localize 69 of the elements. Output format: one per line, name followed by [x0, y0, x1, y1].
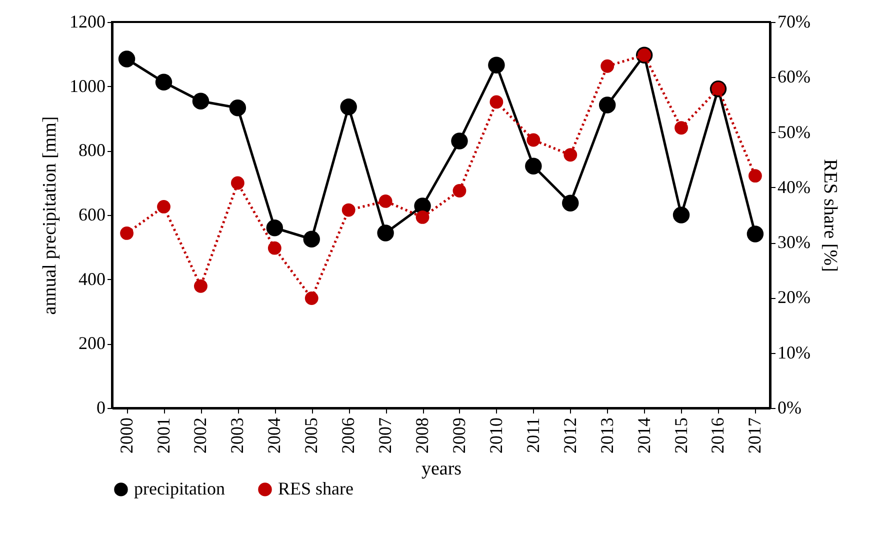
x-tick-label: 2012: [560, 418, 580, 454]
point: [378, 194, 392, 208]
y-tick-label: 600: [78, 204, 106, 224]
legend-label: precipitation: [134, 478, 225, 498]
x-tick-label: 2003: [227, 418, 248, 454]
x-tick-label: 2004: [264, 418, 284, 454]
point: [598, 96, 616, 114]
point: [748, 169, 762, 183]
point: [526, 133, 540, 147]
point: [303, 230, 320, 248]
y2-tick-label: 10%: [778, 342, 810, 362]
point: [229, 100, 246, 116]
x-tick-label: 2006: [338, 418, 358, 454]
point: [562, 194, 579, 212]
point: [564, 148, 578, 162]
point: [342, 203, 356, 217]
point: [155, 74, 172, 90]
y-tick-label: 200: [78, 333, 106, 354]
y-tick-label: 800: [78, 140, 106, 160]
point: [452, 184, 466, 198]
point: [488, 56, 505, 74]
x-tick-label: 2013: [596, 418, 617, 454]
y-tick-label: 0: [96, 398, 106, 418]
y2-axis-title: RES share [%]: [819, 159, 840, 272]
x-tick-label: 2015: [670, 418, 691, 454]
legend-label: RES share: [278, 478, 354, 498]
x-tick-label: 2000: [116, 418, 136, 454]
point: [304, 292, 318, 305]
x-tick-label: 2017: [744, 418, 765, 454]
point: [672, 206, 690, 224]
point: [268, 241, 282, 255]
x-tick-label: 2002: [190, 418, 210, 454]
x-tick-label: 2016: [708, 418, 728, 454]
x-tick-label: 2008: [412, 418, 432, 454]
y2-tick-label: 70%: [778, 12, 810, 32]
y2-tick-label: 20%: [778, 287, 810, 308]
point: [490, 95, 504, 109]
x-axis-title: years: [421, 458, 462, 480]
point: [340, 98, 357, 116]
point: [525, 158, 542, 174]
point: [157, 200, 170, 214]
y2-tick-label: 40%: [778, 176, 810, 197]
x-tick-label: 2010: [486, 418, 506, 454]
y2-tick-label: 30%: [778, 232, 810, 252]
y2-tick-label: 0%: [778, 398, 802, 418]
point: [746, 226, 764, 242]
point: [120, 226, 134, 240]
y-tick-label: 400: [78, 268, 106, 289]
point: [266, 220, 284, 236]
point: [194, 279, 208, 293]
y2-tick-label: 60%: [778, 66, 810, 87]
y-axis-title: annual precipitation [mm]: [40, 116, 60, 315]
point: [600, 59, 614, 73]
x-tick-label: 2005: [301, 418, 322, 454]
x-tick-label: 2014: [634, 418, 654, 454]
point: [674, 121, 688, 135]
point: [416, 210, 430, 224]
x-tick-label: 2009: [448, 418, 469, 454]
y-tick-label: 1200: [70, 12, 106, 32]
point: [377, 224, 394, 242]
point: [192, 92, 210, 110]
point: [118, 50, 136, 68]
point: [230, 176, 244, 190]
point: [451, 132, 468, 150]
x-tick-label: 2001: [153, 418, 174, 454]
x-tick-label: 2011: [522, 418, 543, 453]
y2-tick-label: 50%: [778, 122, 810, 142]
y-tick-label: 1000: [70, 76, 106, 96]
x-tick-label: 2007: [375, 418, 396, 454]
